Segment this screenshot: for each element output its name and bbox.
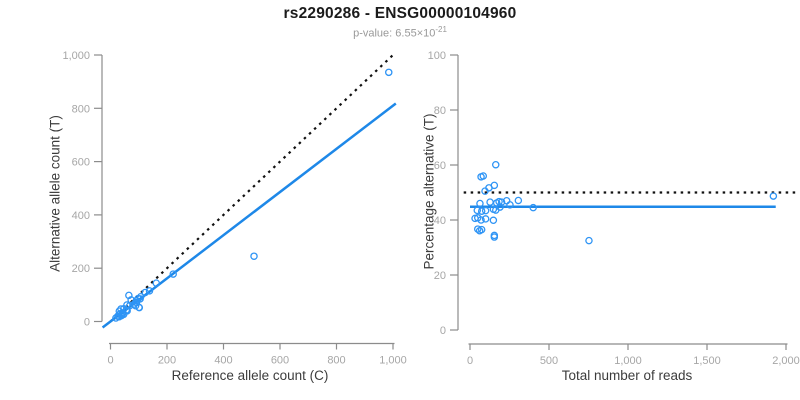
x-tick-label: 0 xyxy=(467,355,473,367)
chart-subtitle: p-value: 6.55×10-21 xyxy=(0,25,800,40)
data-point xyxy=(141,288,149,297)
y-tick-label: 40 xyxy=(434,215,446,227)
data-point xyxy=(481,206,490,215)
data-point xyxy=(492,160,500,169)
subtitle-prefix: p-value: xyxy=(353,27,396,40)
data-point xyxy=(477,216,485,224)
data-point xyxy=(490,181,499,190)
x-tick-label: 200 xyxy=(158,355,176,367)
data-point xyxy=(496,203,504,211)
data-point xyxy=(497,198,506,206)
right-xaxis-title: Total number of reads xyxy=(561,368,693,383)
left-yaxis-title: Alternative allele count (T) xyxy=(47,115,63,272)
subtitle-pvalue: 6.55×10 xyxy=(395,27,436,40)
data-point xyxy=(490,233,499,241)
data-point xyxy=(479,172,488,180)
x-tick-label: 800 xyxy=(327,355,345,367)
identity-line xyxy=(109,54,394,323)
data-point xyxy=(476,199,484,208)
data-point xyxy=(169,270,177,278)
data-point xyxy=(506,201,514,209)
data-point xyxy=(250,252,258,260)
y-tick-label: 0 xyxy=(440,325,446,337)
y-tick-label: 80 xyxy=(434,105,446,117)
data-point xyxy=(769,192,778,200)
data-point xyxy=(585,236,593,245)
x-tick-label: 2,000 xyxy=(772,355,800,367)
y-tick-label: 200 xyxy=(72,263,90,275)
data-point xyxy=(473,206,482,215)
data-point xyxy=(477,225,486,234)
data-point xyxy=(529,203,537,212)
y-tick-label: 20 xyxy=(434,270,446,282)
data-point xyxy=(486,198,494,206)
data-point xyxy=(136,292,145,301)
x-tick-label: 400 xyxy=(214,355,232,367)
y-tick-label: 60 xyxy=(434,160,446,172)
x-tick-label: 1,000 xyxy=(614,355,642,367)
subtitle-exponent: -21 xyxy=(435,25,447,34)
fit-line xyxy=(101,102,397,329)
left-xaxis-title: Reference allele count (C) xyxy=(171,368,329,383)
data-point xyxy=(152,279,161,287)
data-point xyxy=(385,68,393,77)
right-yaxis-title: Percentage alternative (T) xyxy=(421,113,437,270)
chart-title: rs2290286 - ENSG00000104960 xyxy=(283,5,517,22)
data-point xyxy=(489,216,498,225)
x-tick-label: 1,500 xyxy=(693,355,721,367)
x-tick-label: 1,000 xyxy=(379,355,407,367)
y-tick-label: 400 xyxy=(72,210,90,222)
data-point xyxy=(481,215,490,223)
x-tick-label: 500 xyxy=(540,355,558,367)
y-tick-label: 0 xyxy=(84,317,90,329)
x-tick-label: 0 xyxy=(107,355,113,367)
data-point xyxy=(514,196,523,205)
y-tick-label: 1,000 xyxy=(62,50,90,62)
y-tick-label: 600 xyxy=(72,157,90,169)
data-point xyxy=(135,303,144,312)
y-tick-label: 800 xyxy=(72,103,90,115)
data-point xyxy=(473,225,482,233)
x-tick-label: 600 xyxy=(271,355,289,367)
data-point xyxy=(145,287,154,295)
y-tick-label: 100 xyxy=(428,50,446,62)
data-point xyxy=(477,207,486,215)
